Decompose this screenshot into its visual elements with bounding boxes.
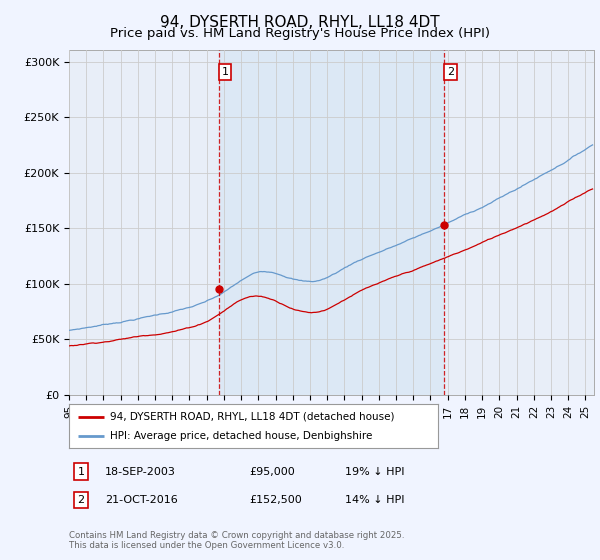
- Text: HPI: Average price, detached house, Denbighshire: HPI: Average price, detached house, Denb…: [110, 431, 372, 441]
- Text: Contains HM Land Registry data © Crown copyright and database right 2025.
This d: Contains HM Land Registry data © Crown c…: [69, 530, 404, 550]
- Text: 94, DYSERTH ROAD, RHYL, LL18 4DT: 94, DYSERTH ROAD, RHYL, LL18 4DT: [160, 15, 440, 30]
- Text: 1: 1: [221, 67, 229, 77]
- Text: £152,500: £152,500: [249, 495, 302, 505]
- Text: Price paid vs. HM Land Registry's House Price Index (HPI): Price paid vs. HM Land Registry's House …: [110, 27, 490, 40]
- Text: £95,000: £95,000: [249, 466, 295, 477]
- Bar: [219, 50, 444, 395]
- Text: 21-OCT-2016: 21-OCT-2016: [105, 495, 178, 505]
- Text: 19% ↓ HPI: 19% ↓ HPI: [345, 466, 404, 477]
- Text: 2: 2: [77, 495, 85, 505]
- Text: 14% ↓ HPI: 14% ↓ HPI: [345, 495, 404, 505]
- Text: 2: 2: [447, 67, 454, 77]
- Text: 94, DYSERTH ROAD, RHYL, LL18 4DT (detached house): 94, DYSERTH ROAD, RHYL, LL18 4DT (detach…: [110, 412, 394, 422]
- Text: 1: 1: [77, 466, 85, 477]
- Text: 18-SEP-2003: 18-SEP-2003: [105, 466, 176, 477]
